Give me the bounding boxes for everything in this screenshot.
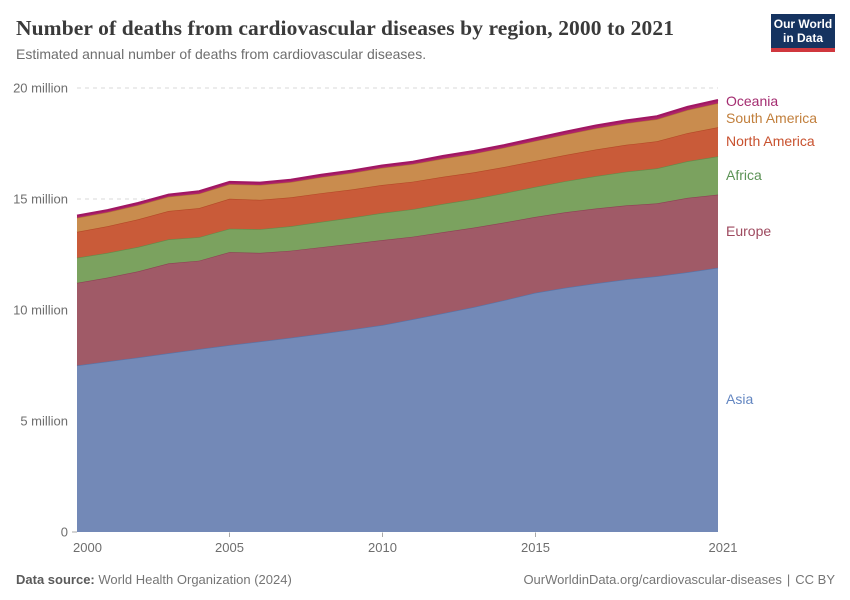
chart-footer: Data source: World Health Organization (… <box>16 572 835 587</box>
area-asia[interactable] <box>77 267 718 532</box>
owid-logo-line2: in Data <box>782 31 823 45</box>
area-south-america[interactable] <box>77 103 718 232</box>
y-tick-label-20m: 20 million <box>13 81 68 96</box>
y-tick-label-0: 0 <box>61 525 68 540</box>
x-tick-label-2005: 2005 <box>215 540 244 555</box>
area-top-line-oceania <box>76 99 719 217</box>
x-tick-label-2000: 2000 <box>73 540 102 555</box>
legend-label-oceania[interactable]: Oceania <box>726 93 779 110</box>
y-tick-label-15m: 15 million <box>13 192 68 207</box>
footer-links: OurWorldinData.org/cardiovascular-diseas… <box>523 572 835 587</box>
x-tick-label-2015: 2015 <box>521 540 550 555</box>
x-axis: 2000 2005 2010 2015 2021 <box>73 532 738 555</box>
legend-label-south-america[interactable]: South America <box>726 110 818 127</box>
legend-label-africa[interactable]: Africa <box>726 166 762 183</box>
data-source-label: Data source: <box>16 572 95 587</box>
data-source: Data source: World Health Organization (… <box>16 572 292 587</box>
area-africa[interactable] <box>77 156 718 283</box>
chart-subtitle: Estimated annual number of deaths from c… <box>16 46 427 62</box>
legend-label-north-america[interactable]: North America <box>726 133 815 150</box>
area-north-america[interactable] <box>77 127 718 258</box>
area-series-group <box>76 99 719 532</box>
x-tick-label-2010: 2010 <box>368 540 397 555</box>
license-link[interactable]: CC BY <box>795 572 835 587</box>
legend-label-europe[interactable]: Europe <box>726 222 772 239</box>
owid-logo[interactable]: Our World in Data <box>771 14 835 52</box>
data-source-text: World Health Organization (2024) <box>98 572 292 587</box>
footer-separator: | <box>786 572 791 587</box>
legend-label-asia[interactable]: Asia <box>726 391 754 408</box>
x-tick-label-2021: 2021 <box>709 540 738 555</box>
owid-logo-line1: Our World <box>773 16 833 31</box>
y-tick-label-10m: 10 million <box>13 303 68 318</box>
page-title: Number of deaths from cardiovascular dis… <box>16 16 675 40</box>
y-tick-label-5m: 5 million <box>20 414 68 429</box>
owid-url-link[interactable]: OurWorldinData.org/cardiovascular-diseas… <box>523 572 782 587</box>
y-axis: 0 5 million 10 million 15 million 20 mil… <box>13 81 77 540</box>
area-europe[interactable] <box>77 194 718 366</box>
